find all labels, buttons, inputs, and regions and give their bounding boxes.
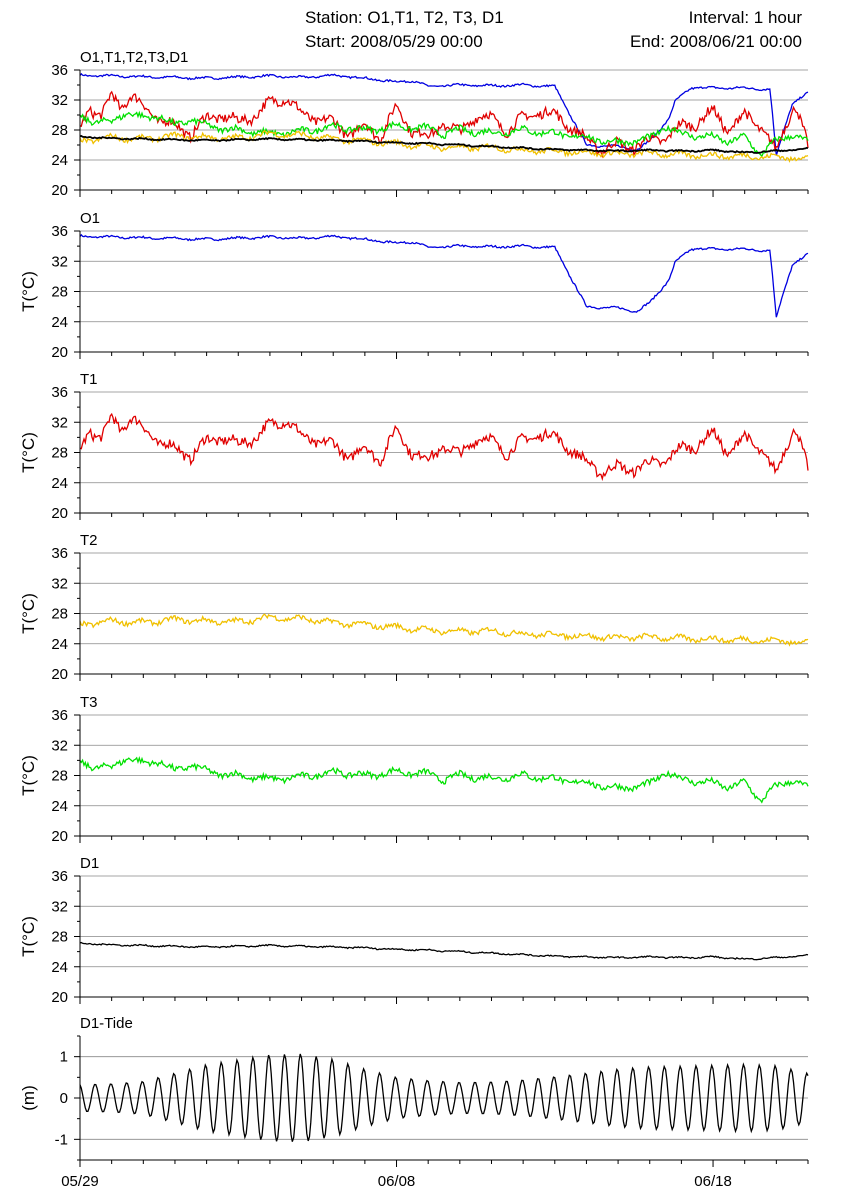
y-tick-label-tide: 1	[60, 1049, 68, 1066]
panel-title-all: O1,T1,T2,T3,D1	[80, 49, 188, 66]
series-line-t2-all	[79, 129, 809, 163]
header-start-date: Start: 2008/05/29 00:00	[305, 32, 483, 51]
y-tick-label-all: 32	[51, 92, 68, 109]
y-tick-label-O1: 32	[51, 253, 68, 270]
x-tick-label-05-29: 05/29	[61, 1173, 99, 1190]
y-axis-label-tide: (m)	[19, 1085, 38, 1110]
y-tick-label-O1: 20	[51, 344, 68, 361]
y-tick-label-O1: 24	[51, 314, 68, 331]
y-tick-label-T1: 32	[51, 414, 68, 431]
y-tick-label-T1: 36	[51, 384, 68, 401]
panel-title-T2: T2	[80, 532, 98, 549]
series-line-o1-O1	[79, 233, 809, 318]
series-line-t3-T3	[79, 756, 809, 804]
y-tick-label-T2: 28	[51, 606, 68, 623]
series-line-t3-all	[79, 110, 809, 158]
panel-title-T1: T1	[80, 371, 98, 388]
y-tick-label-T3: 20	[51, 828, 68, 845]
y-tick-label-T1: 24	[51, 475, 68, 492]
y-tick-label-D1: 24	[51, 959, 68, 976]
y-tick-label-all: 20	[51, 182, 68, 199]
y-tick-label-all: 28	[51, 122, 68, 139]
y-tick-label-T2: 24	[51, 636, 68, 653]
y-tick-label-T1: 28	[51, 445, 68, 462]
series-line-t1-T1	[79, 412, 809, 482]
y-tick-label-D1: 36	[51, 868, 68, 885]
panel-title-T3: T3	[80, 694, 98, 711]
header-interval: Interval: 1 hour	[688, 8, 802, 27]
y-tick-label-T3: 36	[51, 707, 68, 724]
y-tick-label-all: 36	[51, 62, 68, 79]
y-axis-label-T2: T(°C)	[19, 593, 38, 634]
series-line-t2-T2	[79, 613, 809, 647]
panel-title-D1: D1	[80, 855, 99, 872]
y-tick-label-T2: 36	[51, 545, 68, 562]
y-tick-label-T2: 20	[51, 666, 68, 683]
x-tick-label-06-08: 06/08	[378, 1173, 416, 1190]
y-axis-label-D1: T(°C)	[19, 916, 38, 957]
series-line-d1-tide-tide	[79, 1053, 809, 1142]
panel-title-tide: D1-Tide	[80, 1015, 133, 1032]
y-tick-label-D1: 32	[51, 898, 68, 915]
series-line-t1-all	[79, 90, 809, 159]
y-axis-label-T1: T(°C)	[19, 432, 38, 473]
series-line-d1-all	[79, 135, 809, 154]
y-tick-label-T3: 32	[51, 737, 68, 754]
y-axis-label-O1: T(°C)	[19, 271, 38, 312]
y-tick-label-tide: 0	[60, 1090, 68, 1107]
x-tick-label-06-18: 06/18	[694, 1173, 732, 1190]
header-end-date: End: 2008/06/21 00:00	[629, 32, 802, 51]
y-axis-label-T3: T(°C)	[19, 755, 38, 796]
y-tick-label-T3: 24	[51, 798, 68, 815]
y-tick-label-O1: 28	[51, 284, 68, 301]
y-tick-label-D1: 28	[51, 929, 68, 946]
panel-title-O1: O1	[80, 210, 100, 227]
y-tick-label-T2: 32	[51, 575, 68, 592]
series-line-d1-D1	[79, 941, 809, 961]
y-tick-label-tide: -1	[55, 1131, 68, 1148]
y-tick-label-T3: 28	[51, 768, 68, 785]
series-line-o1-all	[79, 72, 809, 156]
y-tick-label-T1: 20	[51, 505, 68, 522]
y-tick-label-all: 24	[51, 152, 68, 169]
header-station-title: Station: O1,T1, T2, T3, D1	[305, 8, 504, 27]
y-tick-label-O1: 36	[51, 223, 68, 240]
y-tick-label-D1: 20	[51, 989, 68, 1006]
